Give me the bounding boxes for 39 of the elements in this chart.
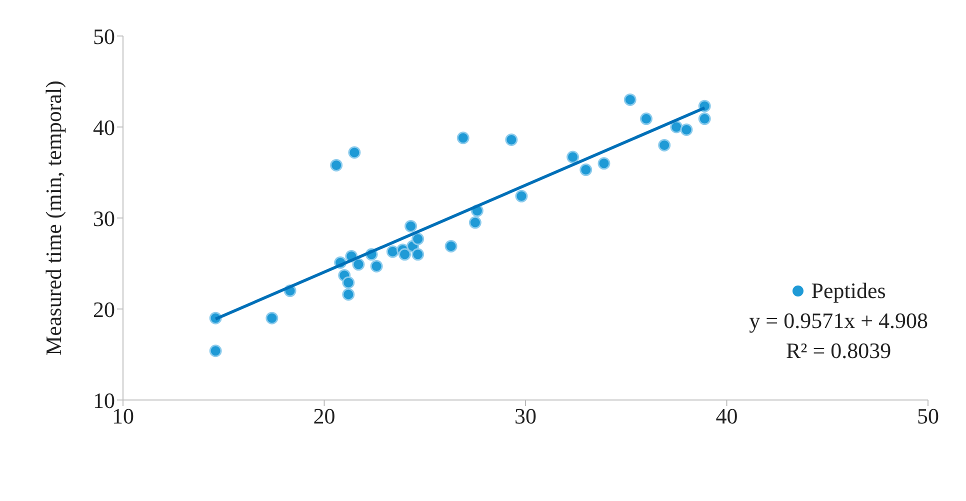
point: [566, 150, 580, 164]
point: [330, 158, 343, 172]
point: [348, 146, 361, 159]
y-tick-label: 30: [93, 206, 115, 231]
point: [342, 288, 355, 301]
point: [342, 276, 355, 289]
point: [404, 220, 418, 232]
point: [624, 93, 636, 106]
point: [658, 138, 671, 152]
x-tick-label: 40: [716, 404, 738, 429]
y-tick-label: 50: [93, 24, 115, 49]
point: [698, 112, 711, 126]
annotation: R² = 0.8039: [784, 338, 892, 364]
legend-label: Peptides: [811, 278, 886, 304]
point: [444, 240, 458, 252]
y-tick-label: 20: [93, 296, 115, 322]
point: [598, 157, 610, 170]
point: [412, 232, 424, 246]
point: [456, 132, 470, 144]
point: [515, 190, 528, 202]
x-tick-label: 50: [917, 404, 939, 429]
point: [640, 112, 652, 126]
y-tick-label: 40: [93, 114, 115, 140]
point: [352, 258, 365, 271]
point: [680, 123, 693, 136]
y-tick-label: 10: [93, 388, 115, 413]
point: [505, 133, 518, 146]
point: [398, 248, 411, 261]
point: [370, 260, 383, 272]
x-tick-label: 20: [313, 404, 336, 429]
x-tick-label: 30: [514, 404, 536, 429]
point: [412, 248, 424, 261]
y-axis-title: Measured time (min, temporal): [40, 80, 66, 356]
point: [209, 344, 222, 358]
point: [266, 312, 278, 324]
annotation: y = 0.9571x + 4.908: [749, 308, 928, 334]
point: [580, 164, 592, 176]
point: [386, 245, 399, 258]
point: [468, 216, 482, 229]
